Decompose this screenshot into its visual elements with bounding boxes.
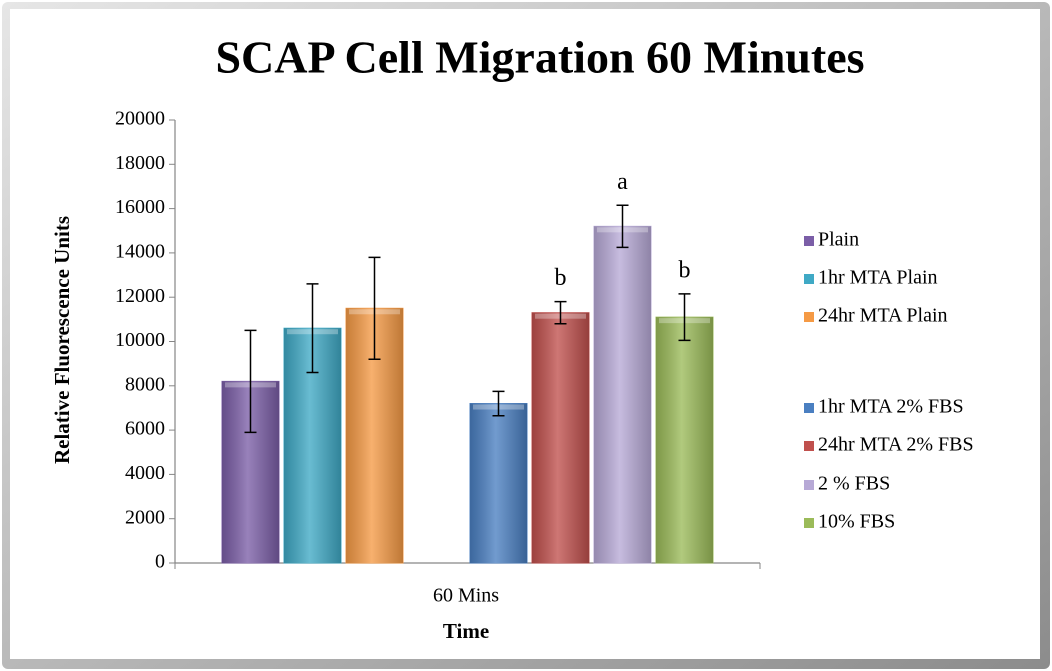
error-bar	[306, 283, 319, 374]
error-bar	[244, 329, 257, 434]
y-tick-label: 8000	[125, 373, 165, 395]
y-tick-label: 18000	[115, 152, 165, 174]
annotation: b	[555, 265, 567, 291]
legend-label: 24hr MTA Plain	[818, 305, 948, 327]
y-tick-label: 2000	[125, 506, 165, 528]
bar-shading	[470, 403, 527, 563]
y-tick-label: 0	[155, 551, 165, 573]
legend-swatch	[804, 480, 814, 490]
legend-label: 1hr MTA Plain	[818, 267, 938, 289]
bar-shading	[656, 317, 713, 563]
error-bar	[616, 204, 629, 249]
y-tick-label: 20000	[115, 108, 165, 130]
legend-swatch	[804, 518, 814, 528]
legend-swatch	[804, 236, 814, 246]
y-tick-label: 16000	[115, 196, 165, 218]
chart-title: SCAP Cell Migration 60 Minutes	[215, 32, 864, 83]
error-bar	[678, 293, 691, 342]
x-axis-title: Time	[443, 619, 489, 643]
x-tick-label: 60 Mins	[433, 585, 499, 607]
annotation: a	[617, 169, 628, 195]
legend-label: 24hr MTA 2% FBS	[818, 434, 974, 456]
y-tick-label: 10000	[115, 329, 165, 351]
legend-swatch	[804, 403, 814, 413]
legend-label: 2 % FBS	[818, 473, 890, 495]
y-tick-label: 6000	[125, 418, 165, 440]
bar-shading	[532, 312, 589, 563]
error-bar	[368, 256, 381, 360]
legend-label: Plain	[818, 229, 859, 251]
y-tick-label: 4000	[125, 462, 165, 484]
y-tick-label: 12000	[115, 285, 165, 307]
error-bar	[492, 390, 505, 417]
legend-swatch	[804, 441, 814, 451]
bar-shading	[594, 226, 651, 563]
y-axis-title: Relative Fluorescence Units	[50, 216, 74, 464]
error-bar	[554, 300, 567, 325]
annotation: b	[679, 257, 691, 283]
legend-label: 1hr MTA 2% FBS	[818, 396, 964, 418]
legend-swatch	[804, 274, 814, 284]
legend-swatch	[804, 312, 814, 322]
legend-label: 10% FBS	[818, 511, 895, 533]
y-tick-label: 14000	[115, 240, 165, 262]
